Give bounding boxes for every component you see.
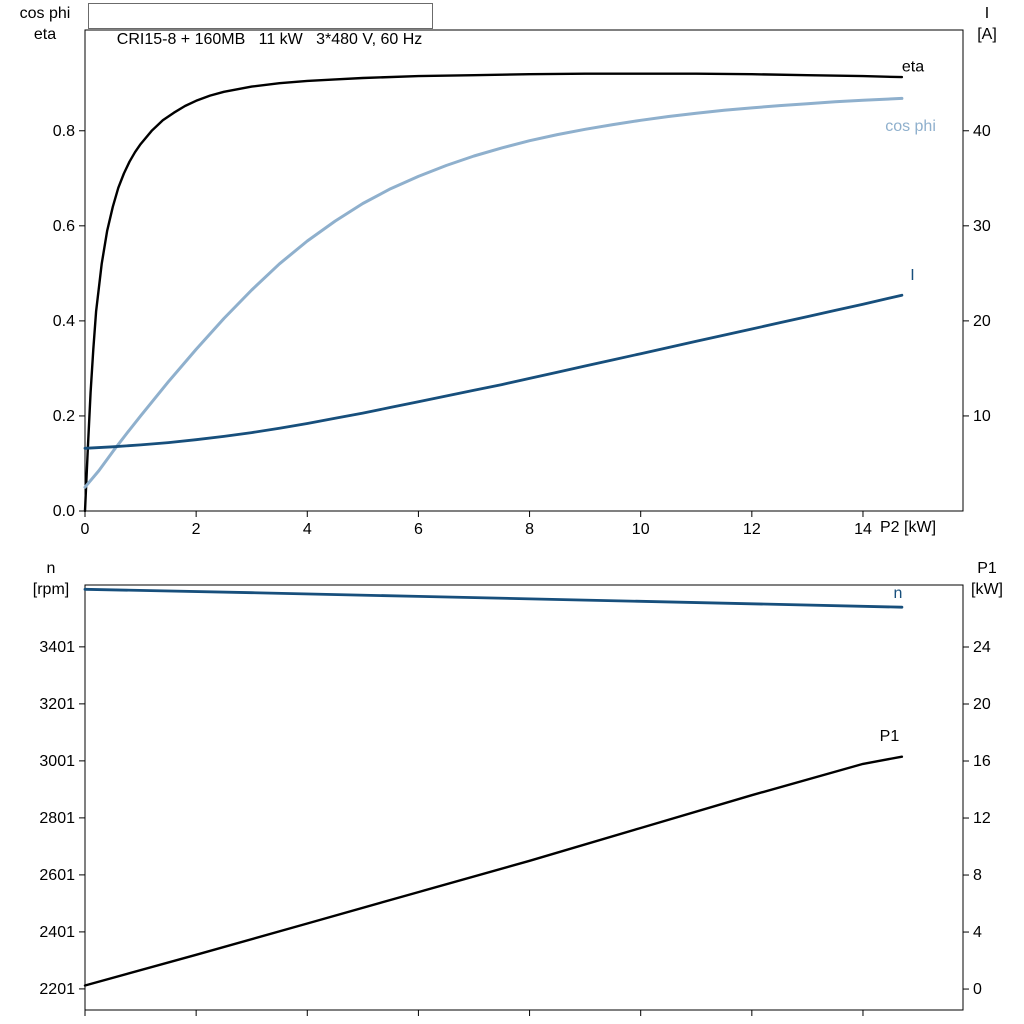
right-tick-label: 0 <box>973 981 982 998</box>
left-tick-label: 0.2 <box>53 408 75 425</box>
top-right-axis-label: I [A] <box>956 3 1018 45</box>
curve-speed <box>83 587 904 609</box>
right-tick-label: 16 <box>973 753 991 770</box>
right-tick-label: 24 <box>973 639 991 656</box>
chart-motor-electrical: 0.0 0.2 0.4 0.6 0.8 10 20 30 40 0 2 4 6 8 10 12 14 eta cos… <box>53 29 991 538</box>
curve-p1 <box>83 755 904 987</box>
axis-label-current-unit: [A] <box>977 26 997 43</box>
left-tick-label: 0.8 <box>53 123 75 140</box>
curve-label-current: I <box>910 267 914 284</box>
left-tick-label: 2601 <box>39 867 75 884</box>
x-tick-label: 2 <box>192 521 201 538</box>
curve-cos-phi <box>83 96 904 489</box>
left-tick-label: 2401 <box>39 924 75 941</box>
x-tick-label: 14 <box>854 521 872 538</box>
right-tick-label: 20 <box>973 696 991 713</box>
axis-label-p1-unit: [kW] <box>971 581 1003 598</box>
chart-title-box: CRI15-8 + 160MB 11 kW 3*480 V, 60 Hz <box>88 3 434 48</box>
right-tick-label: 20 <box>973 313 991 330</box>
chart-title: CRI15-8 + 160MB 11 kW 3*480 V, 60 Hz <box>116 31 423 48</box>
left-tick-label: 0.4 <box>53 313 75 330</box>
curve-label-cos-phi: cos phi <box>885 118 936 135</box>
right-tick-label: 4 <box>973 924 982 941</box>
axis-label-eta: eta <box>33 26 57 43</box>
bottom-left-axis-label: n [rpm] <box>6 558 96 600</box>
right-tick-label: 12 <box>973 810 991 827</box>
plot-border <box>84 584 964 1011</box>
axis-label-current: I <box>984 5 990 22</box>
left-tick-label: 3001 <box>39 753 75 770</box>
top-left-axis-label: cos phi eta <box>6 3 84 45</box>
left-tick-label: 0.0 <box>53 503 75 520</box>
chart-speed-power: 2201 2401 2601 2801 3001 3201 3401 0 4 8 12 16 20 24 n… <box>39 584 991 1016</box>
curve-label-speed: n <box>894 585 903 602</box>
left-tick-label: 0.6 <box>53 218 75 235</box>
right-tick-label: 10 <box>973 408 991 425</box>
x-tick-label: 6 <box>414 521 423 538</box>
x-tick-label: 12 <box>743 521 761 538</box>
axis-label-speed-unit: [rpm] <box>32 581 70 598</box>
axis-label-speed: n <box>46 560 56 577</box>
curve-label-p1: P1 <box>880 728 900 745</box>
x-tick-label: 4 <box>303 521 312 538</box>
curve-current <box>83 293 904 450</box>
axis-label-cos-phi: cos phi <box>19 5 71 22</box>
curve-label-eta: eta <box>902 58 924 75</box>
right-tick-label: 8 <box>973 867 982 884</box>
left-tick-label: 3201 <box>39 696 75 713</box>
plot-border <box>84 29 964 512</box>
x-tick-label: 0 <box>81 521 90 538</box>
x-tick-label: 8 <box>525 521 534 538</box>
right-tick-label: 30 <box>973 218 991 235</box>
left-tick-label: 2201 <box>39 981 75 998</box>
left-tick-label: 3401 <box>39 639 75 656</box>
left-tick-label: 2801 <box>39 810 75 827</box>
x-axis-label: P2 [kW] <box>880 519 937 536</box>
x-tick-label: 10 <box>632 521 650 538</box>
bottom-right-axis-label: P1 [kW] <box>956 558 1018 600</box>
curve-eta <box>83 72 904 513</box>
axis-label-p1: P1 <box>977 560 997 577</box>
right-tick-label: 40 <box>973 123 991 140</box>
